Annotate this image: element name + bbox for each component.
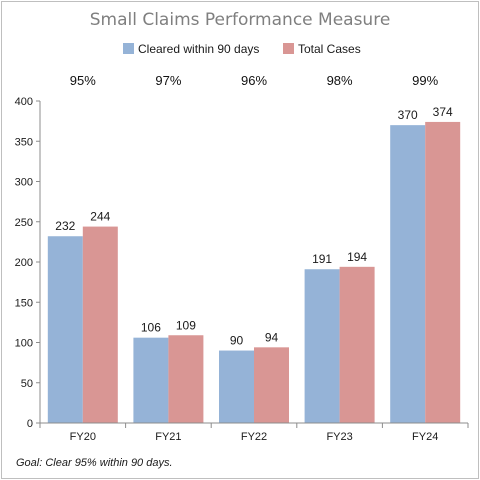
x-tick-label: FY24 (412, 431, 438, 443)
x-tick-label: FY23 (326, 431, 352, 443)
y-axis: 0 50 100 150 200 250 300 350 400 (15, 96, 41, 430)
legend-swatch-cleared (123, 43, 134, 54)
bar-cleared (219, 350, 254, 423)
y-tick-label: 250 (15, 217, 33, 229)
y-tick-label: 150 (15, 297, 33, 309)
data-label: 106 (141, 321, 161, 335)
bar-cleared (133, 337, 169, 423)
y-tick-label: 50 (21, 378, 33, 390)
y-tick-label: 0 (27, 418, 33, 430)
data-label: 374 (433, 105, 453, 119)
data-label: 191 (312, 252, 332, 266)
goal-footnote: Goal: Clear 95% within 90 days. (16, 457, 173, 469)
clearance-rate-label: 95% (70, 73, 96, 88)
y-tick-label: 400 (15, 96, 33, 108)
bar-total (168, 335, 204, 423)
data-label: 194 (347, 250, 367, 264)
x-tick-label: FY22 (241, 431, 267, 443)
legend-swatch-total (283, 43, 294, 54)
bar-total (425, 121, 461, 424)
bar-cleared (47, 236, 83, 423)
clearance-rate-label: 97% (155, 73, 181, 88)
legend: Cleared within 90 days Total Cases (123, 42, 361, 56)
x-tick-label: FY20 (70, 431, 96, 443)
bar-total (254, 347, 289, 423)
data-label: 244 (90, 210, 110, 224)
clearance-rate-label: 99% (412, 73, 438, 88)
clearance-rate-label: 96% (241, 73, 267, 88)
bar-cleared (390, 125, 426, 424)
y-tick-label: 200 (15, 257, 33, 269)
bars (47, 121, 461, 424)
legend-label-cleared: Cleared within 90 days (138, 42, 259, 56)
x-axis: FY20 FY21 FY22 FY23 FY24 (39, 422, 469, 443)
data-label: 94 (265, 330, 279, 344)
y-tick-label: 100 (15, 338, 33, 350)
clearance-rate-labels: 95% 97% 96% 98% 99% (70, 73, 439, 88)
data-label: 232 (55, 219, 75, 233)
y-tick-label: 350 (15, 136, 33, 148)
x-tick-label: FY21 (155, 431, 181, 443)
clearance-rate-label: 98% (327, 73, 353, 88)
data-label: 90 (230, 334, 244, 348)
bar-cleared (304, 269, 340, 423)
data-label: 370 (398, 108, 418, 122)
data-labels: 232 244 106 109 90 94 191 194 370 374 (55, 105, 453, 348)
bar-total (339, 266, 375, 423)
y-tick-label: 300 (15, 177, 33, 189)
data-label: 109 (176, 318, 196, 332)
chart-title: Small Claims Performance Measure (90, 10, 391, 30)
bar-total (82, 226, 118, 423)
legend-label-total: Total Cases (298, 42, 361, 56)
